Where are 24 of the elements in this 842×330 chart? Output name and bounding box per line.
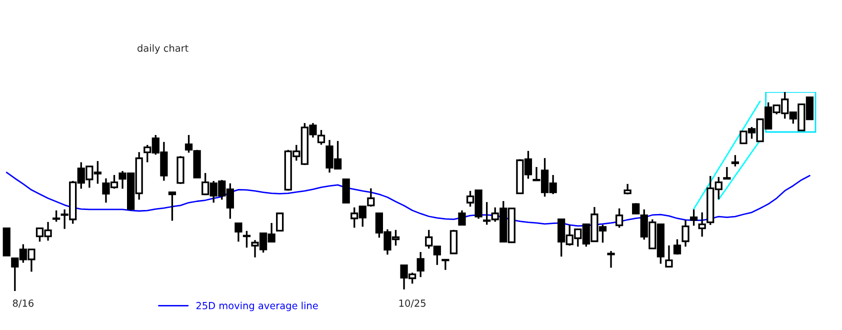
candlestick <box>342 178 350 204</box>
candlestick <box>632 202 640 214</box>
legend-label: 25D moving average line <box>196 302 318 312</box>
candlestick <box>731 154 740 168</box>
candlestick <box>723 166 731 180</box>
chart-subtitle: daily chart <box>138 44 188 54</box>
candlestick <box>682 219 690 248</box>
candlestick <box>615 208 624 229</box>
candlestick <box>52 210 60 223</box>
candlestick <box>450 229 458 254</box>
candlestick <box>690 208 698 227</box>
candlestick <box>168 191 176 222</box>
candlestick <box>242 230 251 248</box>
candlestick <box>665 244 673 268</box>
candlestick <box>416 251 424 278</box>
x-tick-label: 10/25 <box>399 300 426 308</box>
candlestick <box>458 210 466 226</box>
candlestick <box>698 212 706 238</box>
candlestick <box>624 183 632 196</box>
x-tick-label: 8/16 <box>12 300 34 308</box>
candlestick <box>607 250 615 269</box>
candlestick <box>673 238 682 256</box>
candlestick <box>276 212 284 232</box>
candlestick <box>234 222 242 242</box>
